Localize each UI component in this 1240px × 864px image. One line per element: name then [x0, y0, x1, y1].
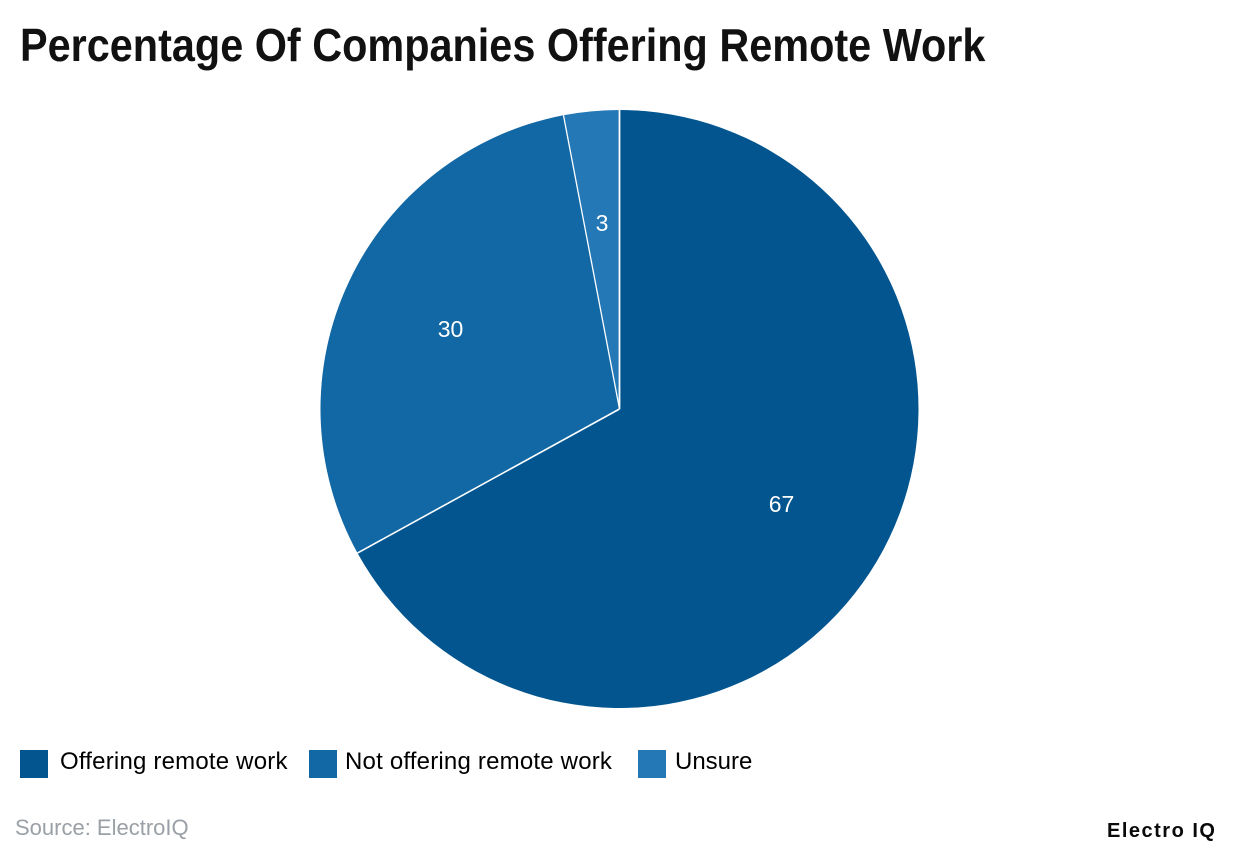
- svg-text:30: 30: [438, 316, 464, 342]
- svg-text:3: 3: [596, 210, 609, 236]
- svg-text:67: 67: [769, 491, 795, 517]
